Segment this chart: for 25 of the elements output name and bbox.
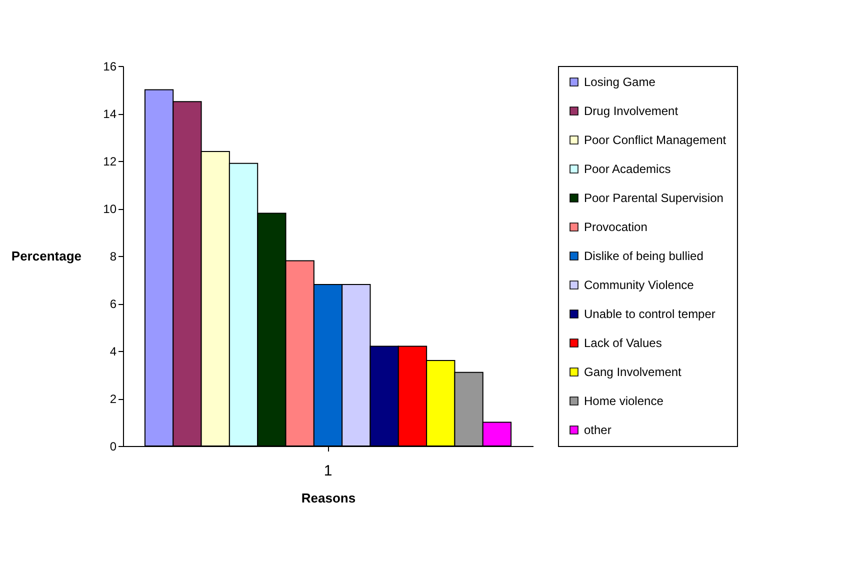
legend-label: Drug Involvement — [584, 104, 679, 118]
y-tick-label: 10 — [103, 202, 117, 216]
y-tick-label: 4 — [110, 344, 117, 358]
legend-label: Dislike of being bullied — [584, 249, 704, 263]
y-tick-label: 2 — [110, 392, 117, 406]
legend-label: Losing Game — [584, 75, 656, 89]
legend-label: Gang Involvement — [584, 365, 682, 379]
legend-label: Home violence — [584, 394, 664, 408]
legend-label: Provocation — [584, 220, 648, 234]
legend-label: Poor Academics — [584, 162, 671, 176]
x-tick-label: 1 — [324, 462, 332, 480]
y-tick-label: 14 — [103, 107, 117, 121]
y-tick-label: 0 — [110, 440, 117, 454]
legend-label: Lack of Values — [584, 336, 662, 350]
y-tick-label: 8 — [110, 250, 117, 264]
y-axis-title: Percentage — [11, 248, 82, 264]
legend-label: Poor Conflict Management — [584, 133, 727, 147]
legend-label: Community Violence — [584, 278, 694, 292]
x-axis-title: Reasons — [301, 490, 356, 506]
y-tick-label: 6 — [110, 297, 117, 311]
legend-label: Poor Parental Supervision — [584, 191, 724, 205]
y-tick-label: 12 — [103, 154, 117, 168]
y-tick-label: 16 — [103, 60, 117, 74]
legend-label: Unable to control temper — [584, 307, 716, 321]
legend-label: other — [584, 423, 612, 437]
